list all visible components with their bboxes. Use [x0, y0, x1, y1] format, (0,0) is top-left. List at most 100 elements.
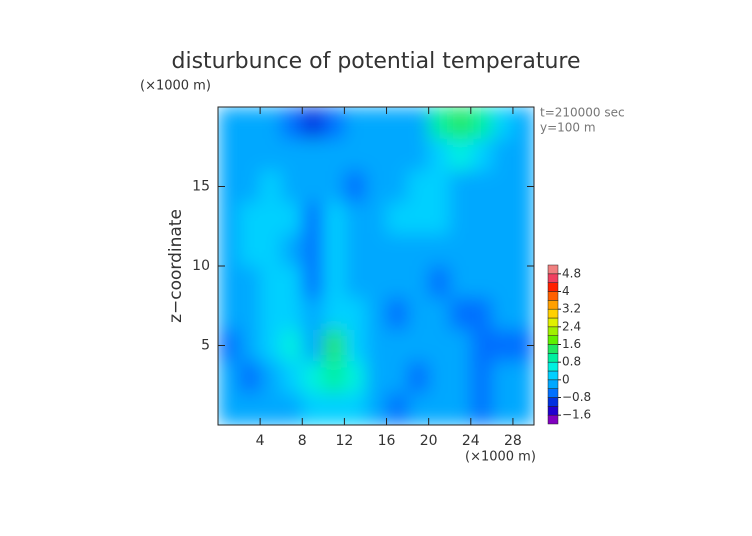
colorbar-band — [547, 264, 559, 275]
field-cell — [323, 393, 345, 425]
field-cell — [323, 329, 345, 362]
colorbar-label: 3.2 — [562, 302, 581, 316]
colorbar-band — [547, 308, 559, 319]
field-cell — [281, 393, 303, 425]
field-cell — [512, 297, 534, 331]
field-cell — [239, 170, 261, 203]
field-cell — [428, 107, 451, 140]
field-cell — [218, 234, 240, 267]
field-cell — [407, 170, 430, 203]
x-unit: (×1000 m) — [465, 450, 536, 465]
field-cell — [239, 329, 261, 362]
field-cell — [239, 266, 261, 299]
field-cell — [260, 234, 282, 267]
annotation: t=210000 sec — [540, 106, 625, 120]
field-cell — [407, 202, 430, 235]
field-cell — [260, 202, 282, 235]
field-cell — [365, 170, 388, 203]
field-cell — [407, 266, 430, 299]
chart-title: disturbunce of potential temperature — [172, 49, 581, 74]
field-cell — [365, 107, 388, 140]
field-cell — [344, 393, 366, 425]
field-cell — [386, 329, 409, 362]
field-cell — [386, 234, 409, 267]
field-cell — [302, 266, 324, 299]
y-tick-label: 5 — [201, 338, 210, 354]
field-cell — [218, 107, 240, 140]
colorbar-band — [547, 291, 559, 301]
field-cell — [407, 297, 430, 331]
colorbar-label: −0.8 — [562, 390, 591, 404]
colorbar-band — [547, 397, 559, 407]
field-cell — [239, 234, 261, 267]
field-cell — [428, 266, 451, 299]
axes: 4 8 12 16 20 24 28 5 10 15 −1.6 −0.8 0 0.8 1.6 2.4 3.2 4 4… — [192, 107, 591, 449]
field-cell — [365, 138, 388, 172]
field-cell — [344, 361, 366, 394]
field-cell — [239, 361, 261, 394]
field-cell — [428, 170, 451, 203]
field-cell — [386, 393, 409, 425]
field-cell — [323, 266, 345, 299]
field-cell — [365, 266, 388, 299]
field-cell — [302, 138, 324, 172]
field-cell — [428, 393, 451, 425]
field-cell — [302, 361, 324, 394]
field-cell — [512, 393, 534, 425]
field-cell — [218, 170, 240, 203]
field-cell — [302, 297, 324, 331]
field-cell — [344, 329, 366, 362]
field-cell — [470, 297, 493, 331]
field-cell — [302, 170, 324, 203]
field-cell — [491, 266, 514, 299]
field-cell — [449, 297, 472, 331]
field-cell — [302, 329, 324, 362]
colorbar-label: 4.8 — [562, 266, 581, 280]
field-cell — [449, 393, 472, 425]
field-cell — [491, 107, 514, 140]
field-cell — [323, 234, 345, 267]
field-cell — [491, 234, 514, 267]
field-cell — [386, 138, 409, 172]
colorbar-band — [547, 317, 559, 328]
colorbar-band — [547, 361, 559, 372]
field-cell — [407, 361, 430, 394]
y-unit: (×1000 m) — [140, 79, 211, 94]
field-cell — [449, 107, 472, 140]
field-cell — [449, 329, 472, 362]
colorbar-label: 2.4 — [562, 319, 581, 333]
field-cell — [281, 202, 303, 235]
field-cell — [407, 329, 430, 362]
field-cell — [449, 170, 472, 203]
field-cell — [281, 138, 303, 172]
field-cell — [260, 393, 282, 425]
field-cell — [512, 138, 534, 172]
field-cell — [302, 393, 324, 425]
field-cell — [281, 107, 303, 140]
x-tick-label: 24 — [462, 433, 480, 449]
field-cell — [218, 297, 240, 331]
field-cell — [281, 329, 303, 362]
field-cell — [281, 266, 303, 299]
field — [218, 107, 534, 425]
field-cell — [260, 138, 282, 172]
field-cell — [512, 234, 534, 267]
field-cell — [260, 170, 282, 203]
colorbar-band — [547, 326, 559, 336]
field-cell — [386, 361, 409, 394]
field-cells — [218, 107, 534, 425]
field-cell — [344, 297, 366, 331]
x-tick-label: 20 — [420, 433, 438, 449]
x-tick-label: 16 — [378, 433, 396, 449]
field-cell — [470, 234, 493, 267]
field-cell — [491, 170, 514, 203]
field-cell — [512, 170, 534, 203]
field-cell — [323, 107, 345, 140]
field-cell — [218, 202, 240, 235]
y-tick-label: 10 — [192, 258, 210, 274]
field-cell — [491, 297, 514, 331]
x-tick-label: 8 — [298, 433, 307, 449]
field-cell — [218, 393, 240, 425]
field-cell — [239, 202, 261, 235]
